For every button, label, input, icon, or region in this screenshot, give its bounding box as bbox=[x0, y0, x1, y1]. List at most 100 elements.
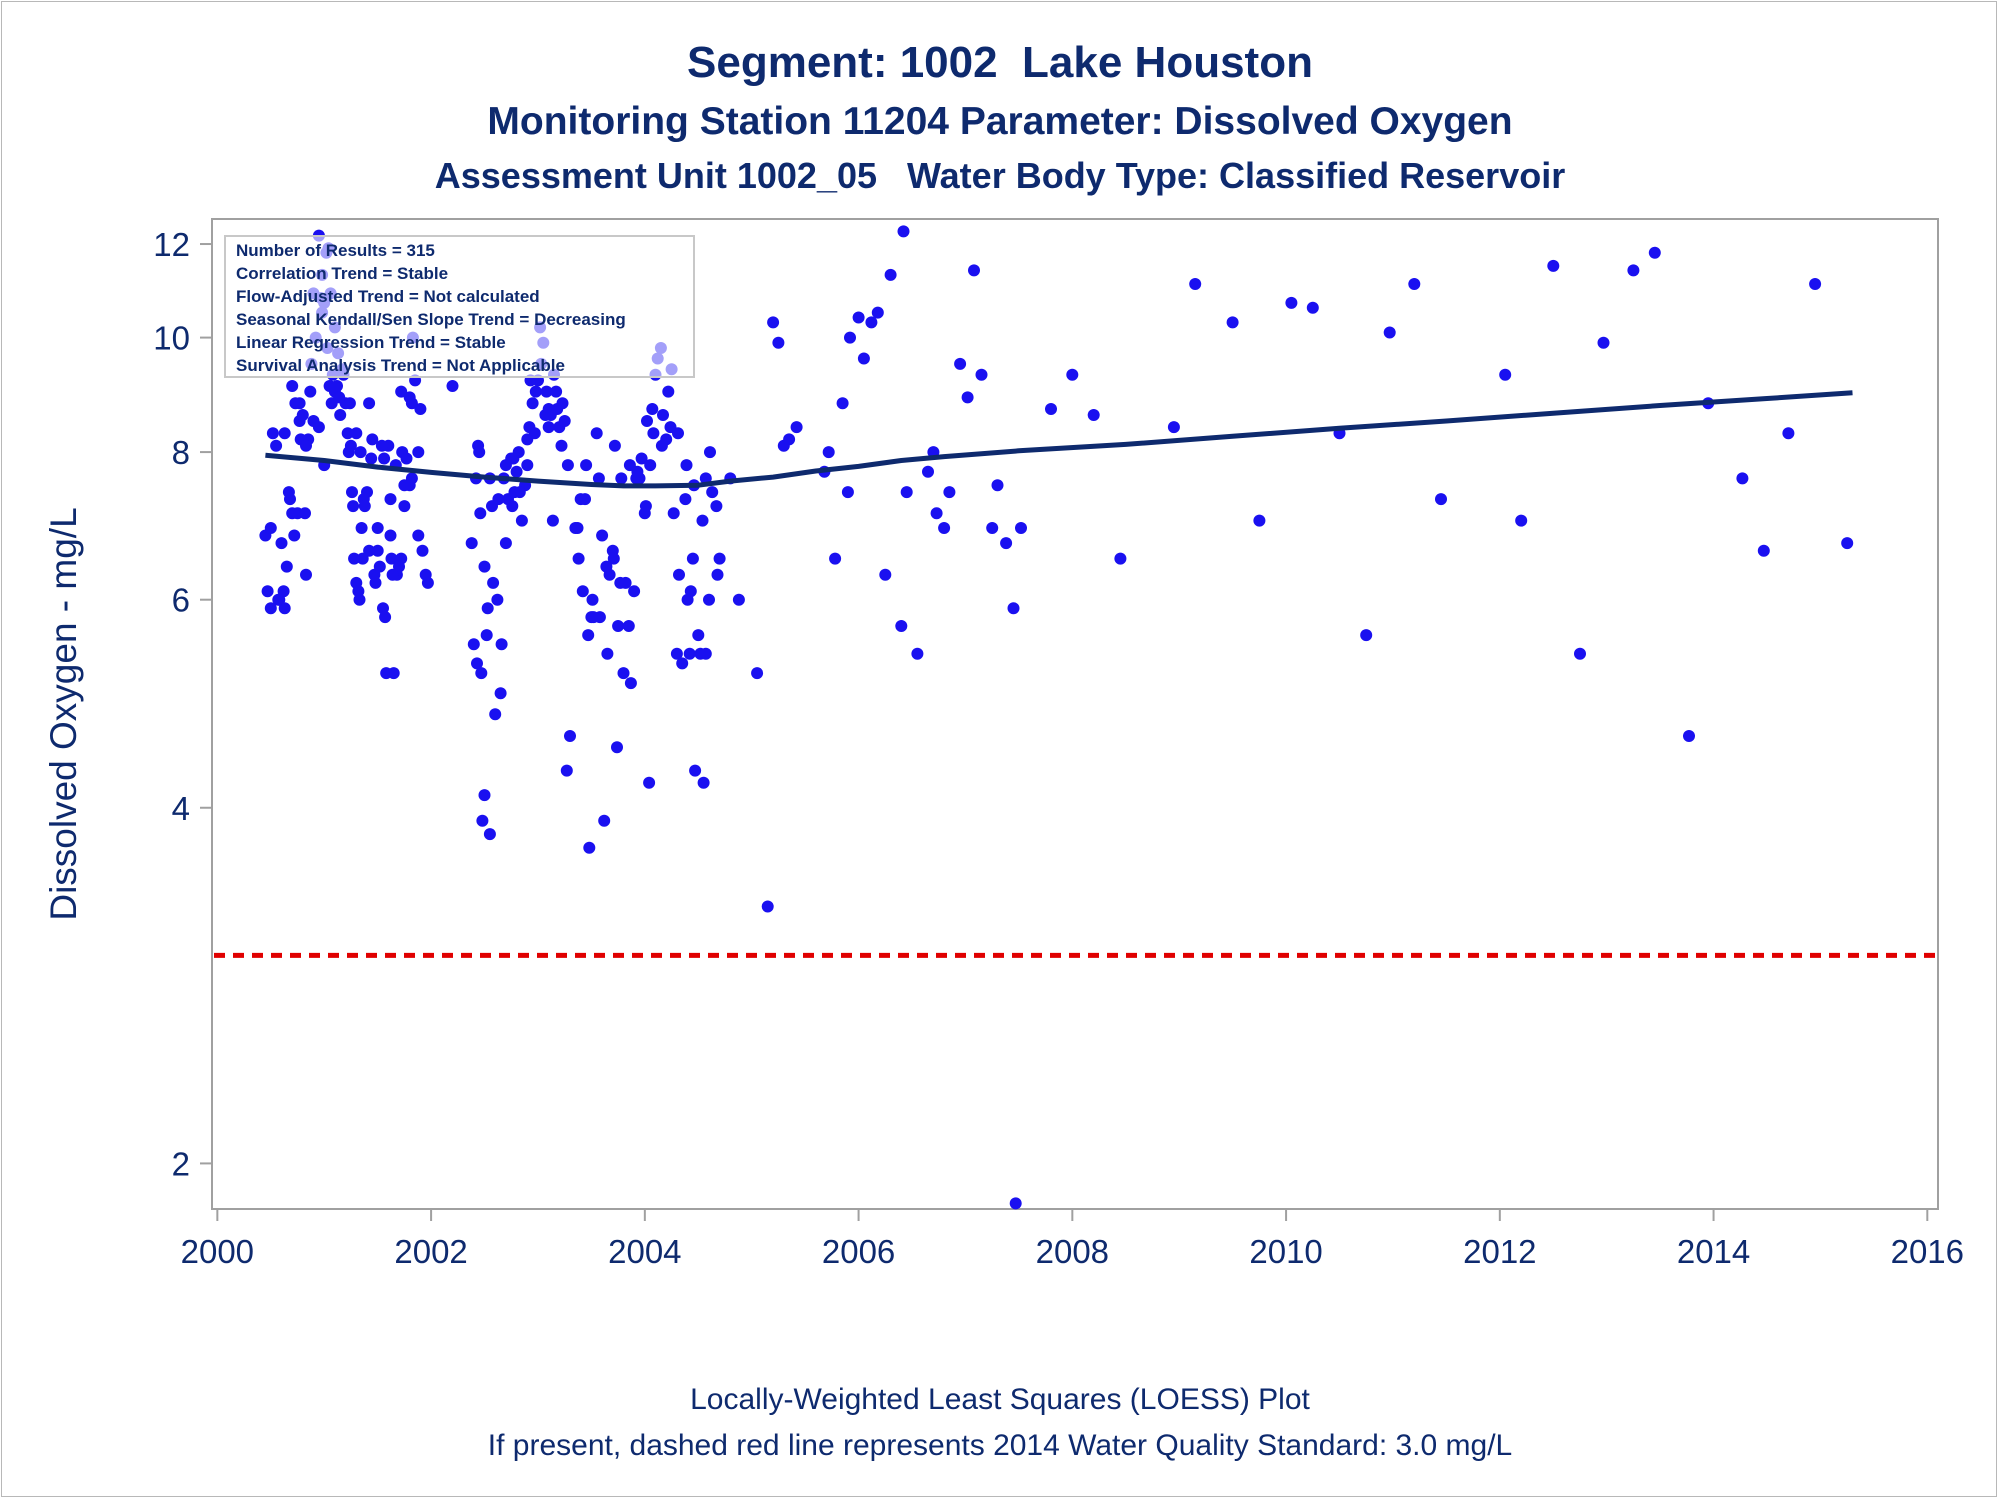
data-point bbox=[480, 629, 493, 642]
data-point bbox=[644, 459, 657, 472]
data-point bbox=[264, 522, 277, 534]
data-point bbox=[412, 446, 425, 459]
data-point bbox=[284, 493, 296, 506]
data-point bbox=[499, 537, 512, 550]
data-point bbox=[1360, 629, 1373, 642]
data-point bbox=[507, 452, 520, 465]
data-point bbox=[619, 576, 632, 589]
data-point bbox=[296, 409, 309, 421]
data-point bbox=[495, 638, 508, 651]
data-point bbox=[446, 380, 459, 392]
data-point bbox=[1627, 264, 1640, 277]
x-axis: 2000 2002 2004 2006 2008 2010 2012 2014 2016 bbox=[181, 1209, 1964, 1270]
x-tick-label: 2010 bbox=[1249, 1233, 1322, 1270]
data-point bbox=[1841, 537, 1854, 550]
data-point bbox=[473, 446, 486, 459]
data-point bbox=[686, 552, 699, 565]
data-point bbox=[1226, 316, 1239, 329]
data-point bbox=[346, 486, 358, 499]
data-point bbox=[683, 647, 696, 660]
data-point bbox=[398, 500, 411, 513]
data-point bbox=[1114, 552, 1127, 565]
data-point bbox=[275, 537, 288, 550]
data-point bbox=[347, 500, 360, 513]
data-point bbox=[961, 391, 974, 404]
data-point bbox=[334, 409, 347, 421]
data-point bbox=[395, 552, 408, 565]
data-point bbox=[968, 264, 980, 277]
data-point bbox=[1189, 278, 1202, 290]
data-point bbox=[598, 814, 611, 827]
data-point bbox=[556, 397, 569, 410]
data-point bbox=[373, 560, 386, 573]
data-point bbox=[478, 789, 491, 802]
data-point bbox=[378, 452, 391, 465]
data-point bbox=[513, 486, 526, 499]
data-point bbox=[943, 486, 956, 499]
data-point bbox=[635, 452, 648, 465]
data-point bbox=[529, 385, 542, 398]
data-point bbox=[492, 493, 505, 506]
data-point bbox=[836, 397, 849, 410]
data-point bbox=[711, 568, 724, 581]
data-point bbox=[540, 385, 553, 398]
data-point bbox=[844, 331, 856, 344]
data-point bbox=[1782, 427, 1795, 440]
data-point bbox=[641, 415, 653, 427]
data-point bbox=[592, 472, 605, 485]
data-point bbox=[1408, 278, 1421, 290]
x-tick-label: 2008 bbox=[1036, 1233, 1109, 1270]
data-point bbox=[676, 657, 689, 670]
x-tick-label: 2002 bbox=[394, 1233, 467, 1270]
data-point bbox=[280, 560, 293, 573]
data-point bbox=[930, 507, 943, 520]
data-point bbox=[593, 611, 606, 624]
data-point bbox=[1435, 493, 1447, 506]
stats-line: Flow-Adjusted Trend = Not calculated bbox=[236, 287, 540, 306]
data-point bbox=[767, 316, 780, 329]
data-point bbox=[617, 667, 630, 680]
data-point bbox=[331, 380, 343, 392]
data-point bbox=[412, 529, 425, 542]
data-point bbox=[384, 529, 397, 542]
loess-curve bbox=[265, 390, 1853, 489]
y-tick-label: 10 bbox=[153, 320, 190, 357]
x-tick-label: 2012 bbox=[1463, 1233, 1536, 1270]
data-point bbox=[662, 385, 675, 398]
data-point bbox=[515, 514, 528, 527]
data-point bbox=[590, 427, 603, 440]
data-point bbox=[865, 316, 878, 329]
data-point bbox=[884, 268, 897, 281]
data-point bbox=[467, 638, 480, 651]
data-point bbox=[783, 433, 796, 446]
data-point bbox=[684, 585, 697, 598]
data-point bbox=[270, 439, 283, 452]
data-point bbox=[478, 560, 491, 573]
stats-line: Number of Results = 315 bbox=[236, 241, 435, 260]
y-tick-label: 2 bbox=[172, 1145, 190, 1182]
data-point bbox=[465, 537, 478, 550]
y-axis: 2 4 6 8 10 12 bbox=[153, 226, 212, 1182]
data-point bbox=[343, 397, 356, 410]
data-point bbox=[344, 439, 357, 452]
data-point bbox=[1285, 296, 1298, 309]
data-point bbox=[542, 421, 555, 434]
data-point bbox=[852, 311, 865, 324]
data-point bbox=[403, 479, 416, 492]
data-point bbox=[354, 446, 367, 459]
data-point bbox=[706, 486, 719, 499]
data-point bbox=[416, 544, 429, 557]
data-point bbox=[304, 385, 317, 398]
data-point bbox=[954, 357, 967, 370]
data-point bbox=[278, 602, 291, 615]
data-point bbox=[680, 459, 693, 472]
data-point bbox=[667, 507, 680, 520]
data-point bbox=[385, 552, 398, 565]
data-point bbox=[379, 611, 392, 624]
data-point bbox=[596, 529, 609, 542]
y-axis-title: Dissolved Oxygen - mg/L bbox=[43, 507, 84, 920]
data-point bbox=[670, 647, 683, 660]
data-point bbox=[601, 647, 614, 660]
data-point bbox=[1499, 368, 1512, 381]
chart-subtitle-station: Monitoring Station 11204 Parameter: Diss… bbox=[487, 100, 1513, 143]
